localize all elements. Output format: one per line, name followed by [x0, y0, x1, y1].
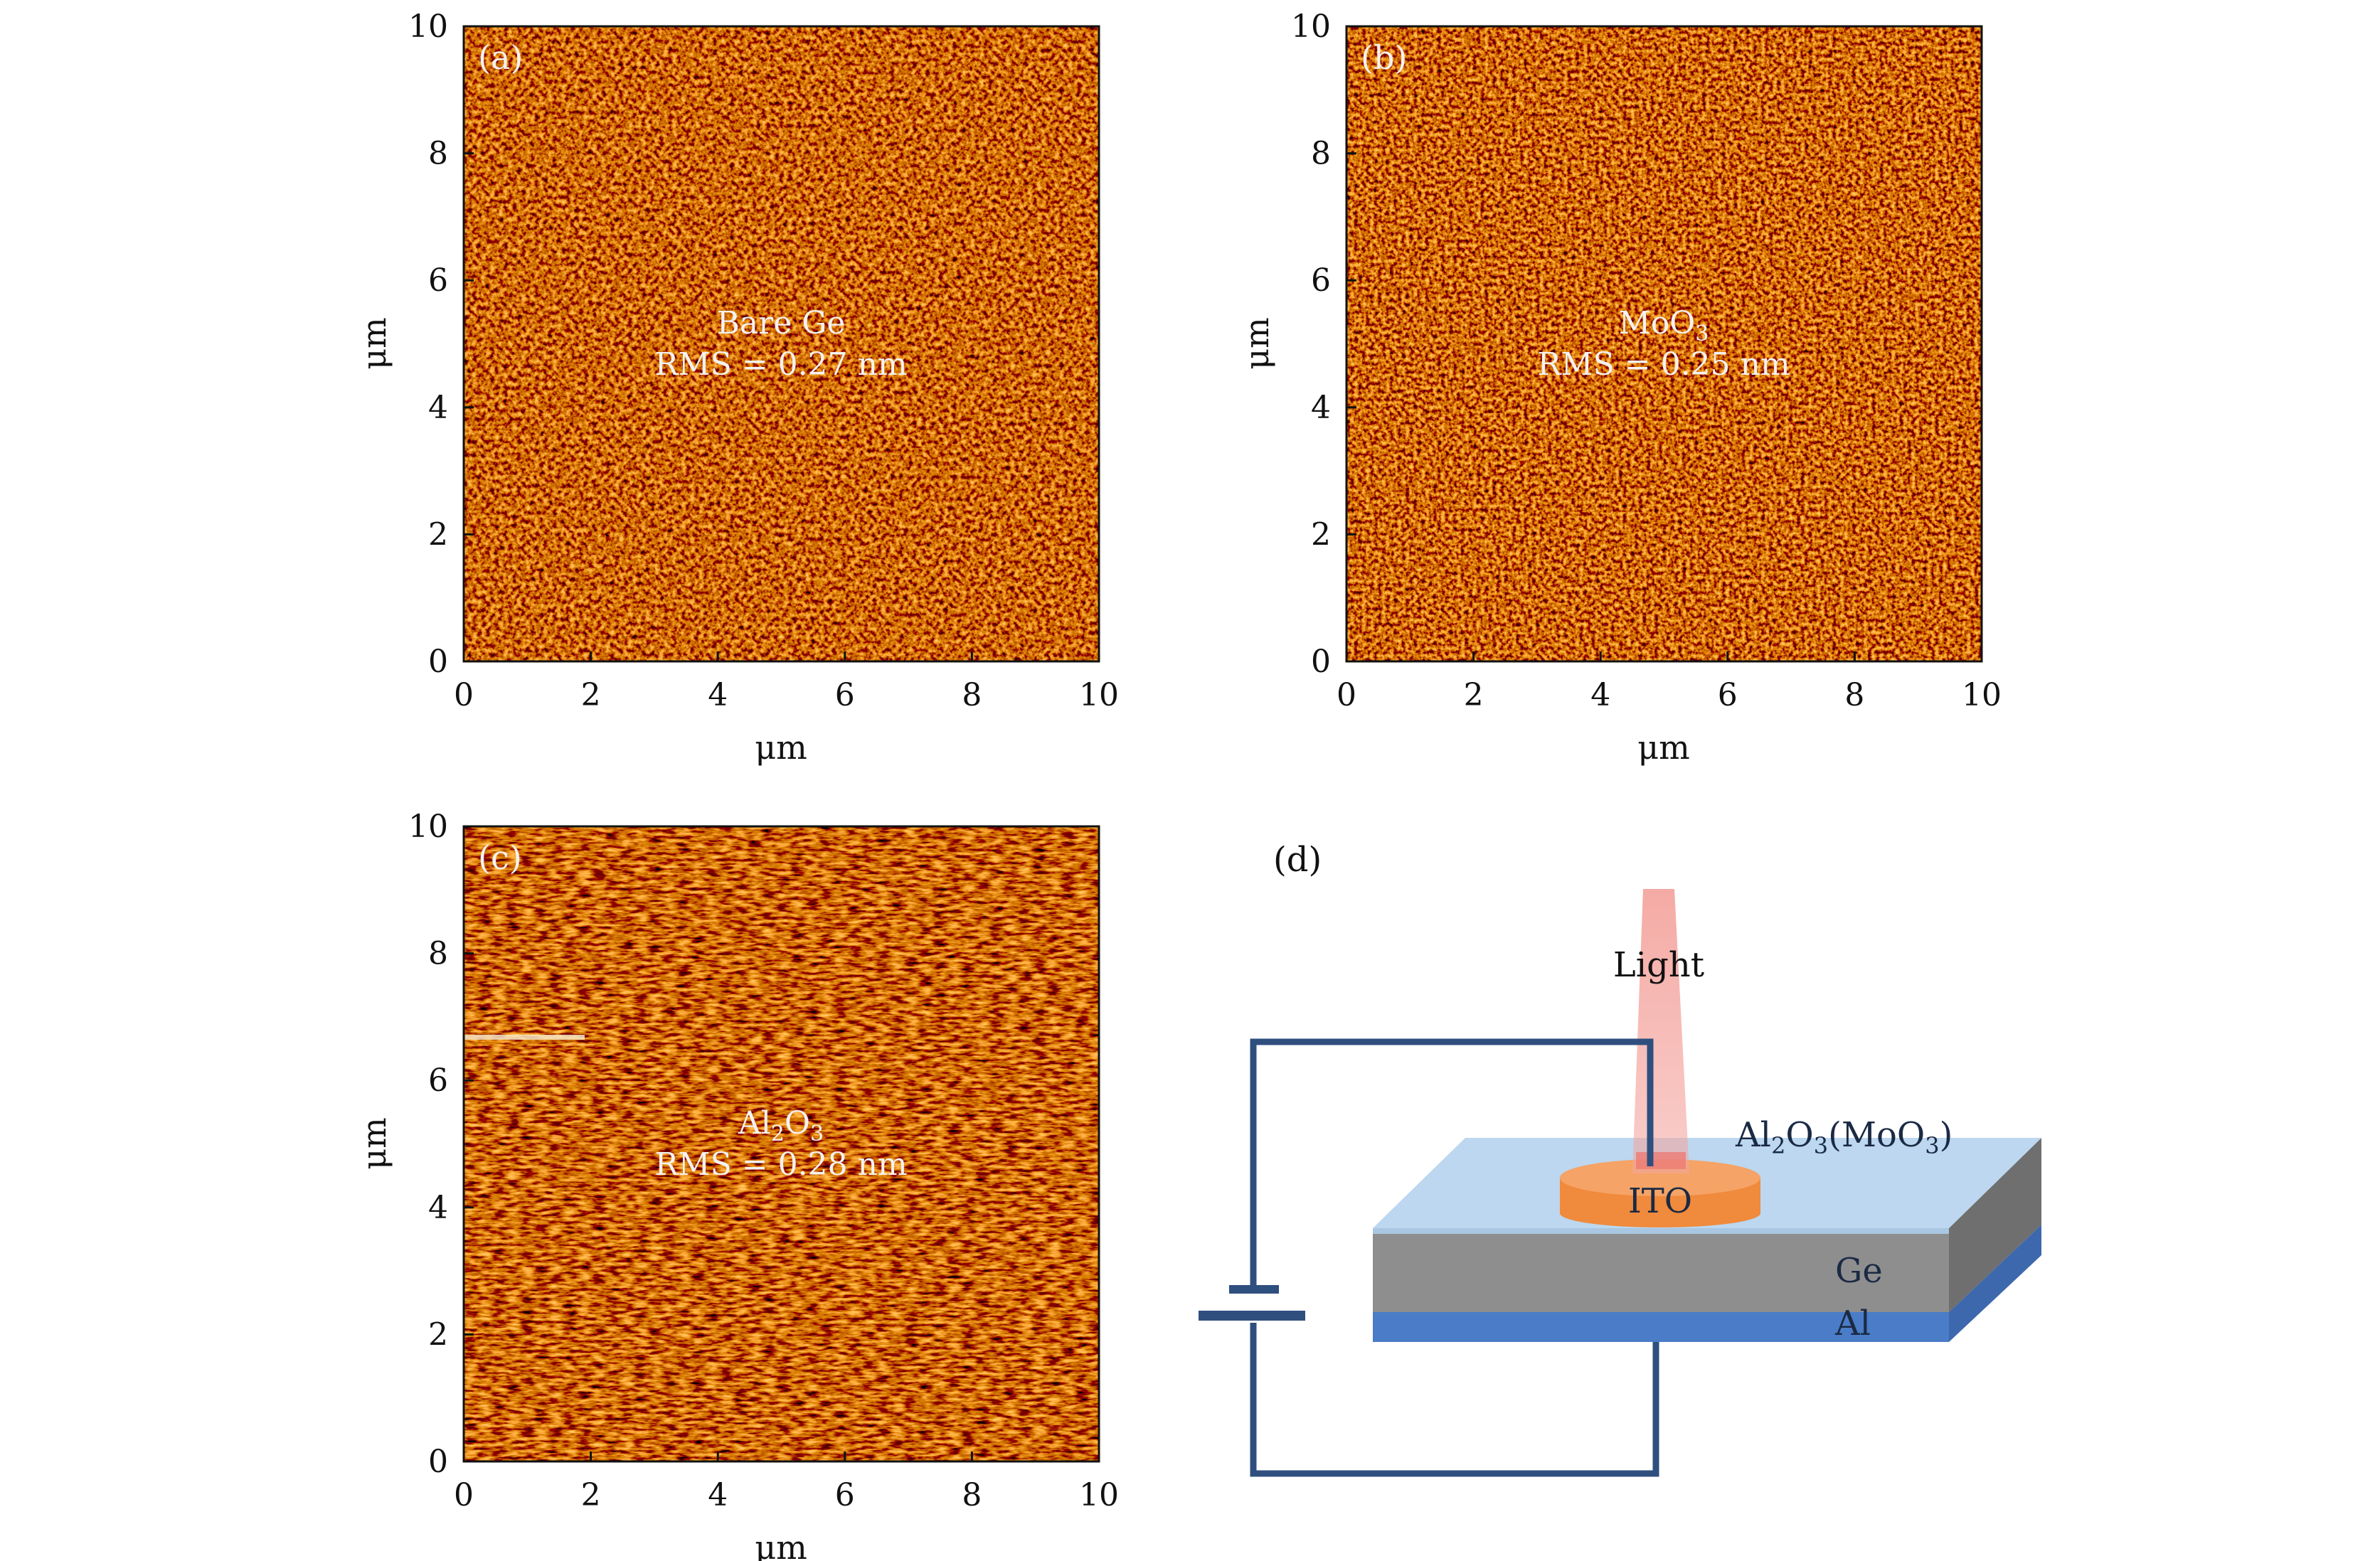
x-tick-label: 4	[708, 677, 728, 713]
x-tick-label: 2	[581, 677, 601, 713]
device-diagram: (d) Light ITO Al2O3(MoO3) Ge Al	[1199, 840, 2041, 1477]
ito-label: ITO	[1628, 1181, 1692, 1221]
x-tick-label: 6	[835, 1477, 855, 1513]
al-layer-side	[1949, 1225, 2041, 1342]
x-tick-label: 4	[708, 1477, 728, 1513]
y-tick-label: 10	[1291, 9, 1331, 45]
x-tick-label: 0	[454, 677, 474, 713]
afm-image-b	[1346, 26, 1982, 661]
circuit-wire-bottom	[1250, 1323, 1659, 1477]
xlabel-a: μm	[755, 728, 807, 767]
plot-frame-a	[462, 25, 1100, 663]
y-tick-label: 0	[428, 644, 448, 680]
ticks-c: 00 2 2 4 4 6 6 8 8 10 10	[408, 809, 1119, 1513]
annotation-c-line1: Al2O3	[738, 1105, 824, 1146]
y-tick-label: 4	[428, 1190, 448, 1226]
annotation-a-line1: Bare Ge	[717, 305, 846, 341]
x-tick-label: 6	[1718, 677, 1738, 713]
x-tick-label: 8	[1844, 677, 1864, 713]
ylabel-b: μm	[1238, 317, 1276, 370]
afm-image-c	[464, 826, 1099, 1461]
x-tick-label: 10	[1079, 677, 1119, 713]
afm-panel-a: 00 2 2 4 4 6 6 8 8 10 10 (a) Bare Ge RMS = 0.27 nm…	[355, 9, 1119, 767]
y-tick-label: 6	[428, 262, 448, 299]
afm-image-a	[464, 26, 1099, 661]
y-tick-label: 8	[428, 936, 448, 972]
y-tick-label: 4	[428, 390, 448, 426]
plot-frame-b	[1345, 25, 1983, 663]
x-tick-label: 8	[962, 1477, 982, 1513]
plot-frame-c	[462, 825, 1100, 1463]
x-tick-label: 8	[962, 677, 982, 713]
ge-layer-front	[1373, 1228, 1949, 1312]
scan-streak	[464, 1035, 585, 1040]
ticks-a: 00 2 2 4 4 6 6 8 8 10 10	[408, 9, 1119, 713]
afm-panel-c: 00 2 2 4 4 6 6 8 8 10 10 (c) Al2O3 RMS = 0.28 nm μ…	[355, 809, 1119, 1561]
y-tick-label: 0	[428, 1444, 448, 1480]
annotation-b-line1: MoO3	[1619, 305, 1709, 346]
ge-label: Ge	[1835, 1251, 1883, 1291]
top-layer-edge	[1373, 1228, 1949, 1234]
afm-panel-b: 00 2 2 4 4 6 6 8 8 10 10 (b) MoO3 RMS = 0.25 nm μm…	[1238, 9, 2002, 767]
ylabel-c: μm	[355, 1117, 393, 1170]
y-tick-label: 8	[1311, 136, 1331, 172]
battery-plate-long	[1199, 1311, 1305, 1321]
x-tick-label: 0	[1337, 677, 1356, 713]
panel-label-a: (a)	[478, 38, 523, 77]
light-label: Light	[1613, 945, 1704, 985]
y-tick-label: 10	[408, 809, 448, 845]
al-label: Al	[1834, 1304, 1871, 1343]
annotation-c-line2: RMS = 0.28 nm	[654, 1146, 907, 1183]
xlabel-b: μm	[1637, 728, 1690, 767]
ylabel-a: μm	[355, 317, 393, 370]
top-layer-label: Al2O3(MoO3)	[1735, 1115, 1953, 1159]
circuit-wire-top	[1250, 1038, 1654, 1291]
annotation-a-line2: RMS = 0.27 nm	[654, 346, 907, 383]
x-tick-label: 4	[1590, 677, 1610, 713]
x-tick-label: 10	[1079, 1477, 1119, 1513]
al-layer-front	[1373, 1312, 1949, 1342]
y-tick-label: 0	[1311, 644, 1331, 680]
x-tick-label: 2	[581, 1477, 601, 1513]
x-tick-label: 0	[454, 1477, 474, 1513]
y-tick-label: 2	[1311, 516, 1331, 553]
beam-spot	[1636, 1152, 1686, 1169]
y-tick-label: 2	[428, 1316, 448, 1353]
x-tick-label: 6	[835, 677, 855, 713]
light-beam	[1632, 889, 1689, 1173]
y-tick-label: 8	[428, 136, 448, 172]
annotation-b-line2: RMS = 0.25 nm	[1537, 346, 1790, 383]
panel-label-d: (d)	[1273, 840, 1322, 880]
ito-electrode-top	[1560, 1159, 1760, 1196]
ticks-b: 00 2 2 4 4 6 6 8 8 10 10	[1291, 9, 2002, 713]
xlabel-c: μm	[755, 1528, 807, 1561]
y-tick-label: 2	[428, 516, 448, 553]
x-tick-label: 10	[1962, 677, 2002, 713]
ito-electrode-bottom	[1560, 1199, 1760, 1227]
ge-layer-side	[1949, 1138, 2041, 1312]
battery-plate-short	[1229, 1285, 1279, 1294]
y-tick-label: 6	[428, 1062, 448, 1099]
y-tick-label: 10	[408, 9, 448, 45]
x-tick-label: 2	[1464, 677, 1484, 713]
panel-label-b: (b)	[1361, 38, 1407, 77]
panel-label-c: (c)	[478, 838, 522, 877]
y-tick-label: 4	[1311, 390, 1331, 426]
y-tick-label: 6	[1311, 262, 1331, 299]
